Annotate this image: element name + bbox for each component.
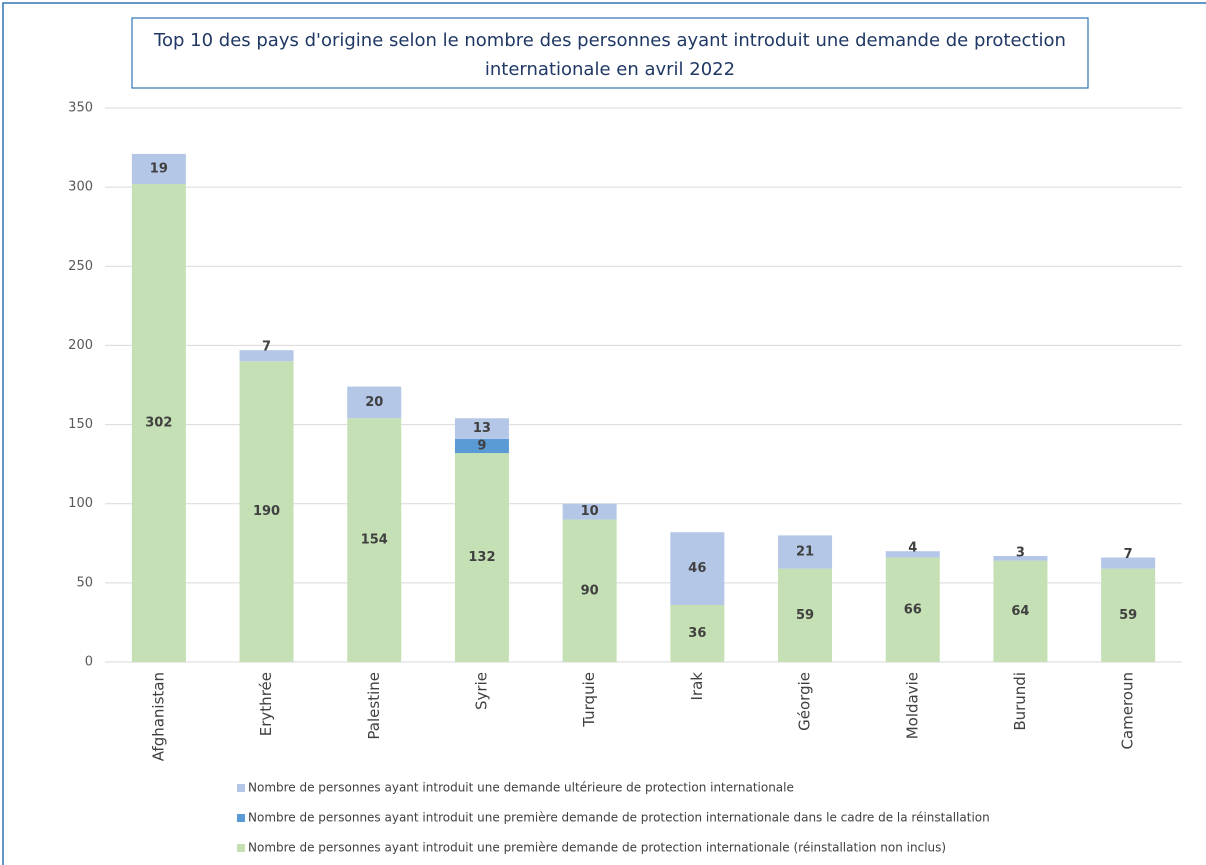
x-tick-label: Géorgie <box>796 672 814 731</box>
legend-label: Nombre de personnes ayant introduit une … <box>248 841 946 855</box>
value-label: 190 <box>253 504 280 519</box>
x-tick-label: Turquie <box>580 672 598 728</box>
x-tick-label: Erythrée <box>257 672 275 736</box>
bar-segment <box>131 183 186 662</box>
x-tick-label: Syrie <box>472 672 490 710</box>
value-label: 10 <box>581 504 599 519</box>
value-label: 64 <box>1011 604 1029 619</box>
bar-segment <box>131 153 186 184</box>
value-label: 66 <box>904 602 922 617</box>
y-tick-label: 200 <box>68 338 93 353</box>
y-tick-label: 150 <box>68 417 93 432</box>
legend-label: Nombre de personnes ayant introduit une … <box>248 811 990 825</box>
value-label: 13 <box>473 421 491 436</box>
value-label: 21 <box>796 544 814 559</box>
x-tick-label: Cameroun <box>1119 672 1137 750</box>
value-label: 9 <box>477 438 486 453</box>
legend-swatch <box>237 844 245 852</box>
value-label: 36 <box>688 626 706 641</box>
bar-segment <box>885 551 940 558</box>
legend-swatch <box>237 784 245 792</box>
x-tick-label: Afghanistan <box>149 672 167 761</box>
value-label: 59 <box>1119 608 1137 623</box>
value-label: 46 <box>688 561 706 576</box>
bar-segment <box>670 532 725 606</box>
bar-segment <box>778 535 833 569</box>
value-label: 7 <box>262 340 271 355</box>
bar-segment <box>347 386 402 419</box>
legend-label: Nombre de personnes ayant introduit une … <box>248 781 794 795</box>
bar-segment <box>347 418 402 662</box>
value-label: 20 <box>365 395 383 410</box>
y-tick-label: 250 <box>68 259 93 274</box>
bar-segment <box>562 519 617 662</box>
value-label: 3 <box>1016 545 1025 560</box>
y-tick-label: 350 <box>68 101 93 116</box>
chart-title: Top 10 des pays d'origine selon le nombr… <box>153 30 1066 51</box>
y-tick-label: 100 <box>68 496 93 511</box>
value-label: 59 <box>796 608 814 623</box>
x-tick-label: Moldavie <box>903 672 921 739</box>
value-label: 132 <box>468 550 495 565</box>
y-tick-label: 50 <box>76 575 93 590</box>
bar-segment <box>1101 568 1156 662</box>
value-label: 7 <box>1124 547 1133 562</box>
x-tick-label: Irak <box>688 672 706 701</box>
value-label: 302 <box>145 415 172 430</box>
value-label: 90 <box>581 583 599 598</box>
x-tick-label: Palestine <box>365 672 383 740</box>
legend-swatch <box>237 814 245 822</box>
bar-segment <box>454 418 509 439</box>
value-label: 19 <box>150 161 168 176</box>
y-tick-label: 0 <box>85 655 93 670</box>
bar-segment <box>1101 557 1156 569</box>
x-tick-label: Burundi <box>1011 672 1029 731</box>
bar-segment <box>993 560 1048 662</box>
value-label: 154 <box>361 533 388 548</box>
bar-segment <box>454 453 509 662</box>
bar-segment <box>239 350 294 362</box>
bar-segment <box>778 568 833 662</box>
value-label: 4 <box>908 541 917 556</box>
bar-segment <box>239 361 294 662</box>
y-tick-label: 300 <box>68 180 93 195</box>
bar-segment <box>454 438 509 454</box>
bar-segment <box>885 557 940 662</box>
chart-title: internationale en avril 2022 <box>485 59 735 80</box>
title-box <box>131 17 1089 89</box>
bar-segment <box>670 605 725 662</box>
bar-segment <box>562 503 617 520</box>
bar-segment <box>993 555 1048 561</box>
